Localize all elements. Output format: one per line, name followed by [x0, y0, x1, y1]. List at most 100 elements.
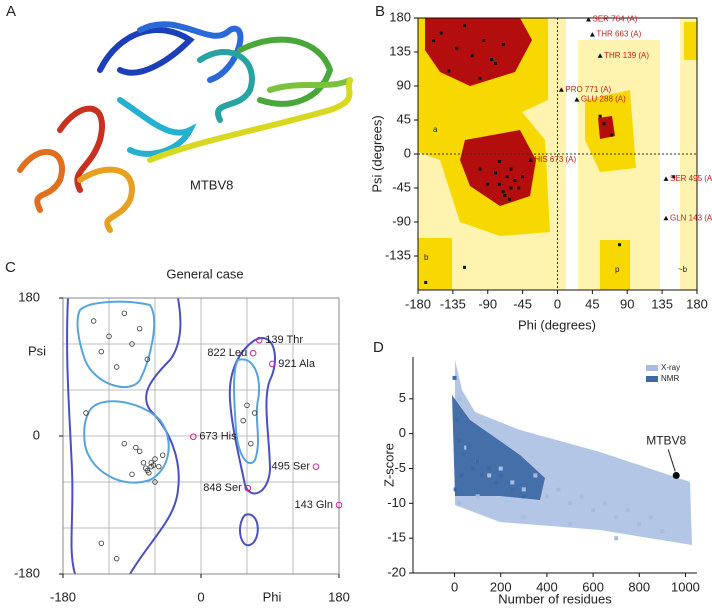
y-tick-label: 180	[18, 289, 40, 304]
panel-letter: D	[373, 339, 384, 356]
point	[136, 325, 143, 332]
point	[510, 487, 515, 492]
outlier-label: THR 139 (A)	[604, 51, 649, 60]
outlier	[244, 484, 252, 492]
contours	[66, 297, 276, 575]
x-tick-label: -180	[405, 296, 431, 311]
chart-title: General case	[166, 266, 243, 281]
point	[140, 460, 147, 466]
point	[513, 178, 517, 182]
nmr-cloud	[452, 395, 545, 500]
point	[457, 438, 462, 443]
region-label: a	[433, 125, 438, 134]
outlier	[312, 463, 320, 470]
y-tick-label: -20	[387, 564, 406, 579]
outlier	[597, 53, 603, 58]
point	[521, 175, 525, 179]
highlight-point	[672, 471, 680, 479]
point	[648, 515, 653, 520]
legend-swatch	[646, 376, 658, 382]
y-tick-label: 90	[397, 77, 411, 92]
point	[432, 39, 435, 43]
x-tick-label: 90	[620, 296, 634, 311]
point	[251, 410, 258, 416]
point	[133, 444, 139, 451]
outlier-label: SER 764 (A)	[593, 15, 638, 24]
x-tick-label: 800	[628, 579, 650, 594]
point	[457, 396, 462, 401]
point	[439, 31, 443, 35]
point	[614, 536, 619, 541]
point	[490, 58, 494, 62]
outlier-label: HIS 673 (A)	[534, 155, 576, 164]
panel-letter: C	[5, 259, 16, 276]
outlier	[269, 360, 276, 368]
region-label: b	[424, 253, 429, 262]
outlier-label: 822 Leu	[207, 347, 247, 359]
y-axis-label: Psi (degrees)	[369, 115, 384, 192]
y-axis-label: Psi	[28, 343, 46, 358]
annotation-label: MTBV8	[646, 434, 686, 448]
point	[637, 522, 642, 527]
legend-label: NMR	[661, 374, 679, 383]
point	[482, 39, 486, 43]
x-tick-label: 45	[585, 296, 599, 311]
point	[146, 470, 152, 476]
point	[510, 480, 515, 485]
outlier	[335, 501, 343, 509]
point	[143, 465, 149, 471]
point	[509, 167, 513, 171]
x-tick-label: 0	[554, 296, 561, 311]
x-axis-label: Phi	[263, 589, 282, 604]
point	[579, 494, 584, 499]
x-tick-label: 0	[197, 589, 204, 604]
y-tick-label: 0	[404, 145, 411, 160]
y-tick-label: 135	[389, 43, 411, 58]
point	[521, 515, 526, 520]
point	[156, 463, 162, 470]
point	[136, 448, 143, 455]
point	[470, 54, 474, 58]
outlier-label: 673 His	[199, 431, 237, 443]
point	[568, 522, 573, 527]
x-tick-label: -180	[50, 589, 76, 604]
point	[497, 160, 501, 164]
legend-swatch	[646, 365, 658, 371]
point	[521, 487, 526, 492]
point	[244, 402, 250, 409]
x-tick-label: 180	[328, 589, 350, 604]
point	[240, 417, 246, 424]
point	[498, 466, 503, 471]
point	[494, 480, 499, 485]
point	[602, 122, 606, 126]
point	[98, 348, 105, 355]
point	[598, 114, 602, 118]
point	[494, 171, 497, 175]
point	[129, 341, 135, 347]
point	[424, 280, 428, 284]
x-tick-label: 600	[582, 579, 604, 594]
y-tick-label: 0	[33, 427, 40, 442]
point	[672, 175, 676, 179]
outlier-label: 139 Thr	[265, 334, 303, 346]
point	[475, 494, 480, 499]
point	[487, 473, 492, 478]
point	[625, 508, 630, 513]
y-tick-label: -45	[392, 179, 411, 194]
point	[533, 473, 538, 478]
panel-letter: A	[6, 3, 16, 20]
x-tick-label: 1000	[671, 579, 700, 594]
point	[90, 318, 97, 324]
outlier-label: GLU 288 (A)	[581, 95, 626, 104]
point	[98, 540, 105, 547]
point	[463, 24, 466, 28]
x-axis-label: Phi (degrees)	[518, 317, 596, 332]
y-tick-label: -5	[394, 460, 406, 475]
point	[453, 487, 458, 492]
outlier	[527, 157, 533, 163]
outlier	[589, 32, 595, 37]
point	[497, 182, 501, 186]
point	[487, 466, 492, 471]
point	[452, 375, 457, 380]
